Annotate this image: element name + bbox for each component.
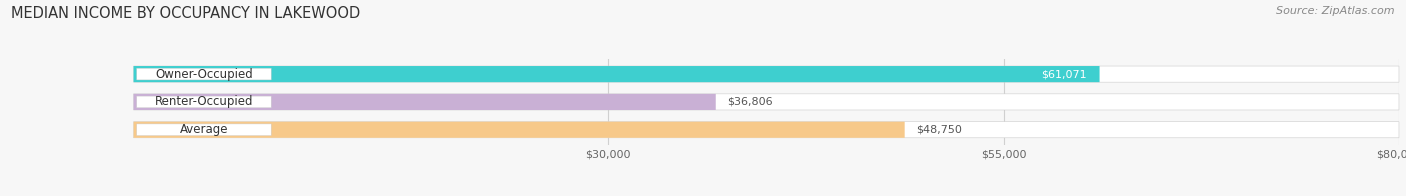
FancyBboxPatch shape bbox=[134, 122, 1399, 138]
Text: $36,806: $36,806 bbox=[727, 97, 772, 107]
FancyBboxPatch shape bbox=[136, 68, 271, 80]
FancyBboxPatch shape bbox=[134, 122, 904, 138]
Text: MEDIAN INCOME BY OCCUPANCY IN LAKEWOOD: MEDIAN INCOME BY OCCUPANCY IN LAKEWOOD bbox=[11, 6, 360, 21]
FancyBboxPatch shape bbox=[134, 66, 1399, 82]
FancyBboxPatch shape bbox=[136, 124, 271, 136]
Text: Owner-Occupied: Owner-Occupied bbox=[155, 68, 253, 81]
FancyBboxPatch shape bbox=[134, 66, 1099, 82]
FancyBboxPatch shape bbox=[134, 94, 716, 110]
Text: Renter-Occupied: Renter-Occupied bbox=[155, 95, 253, 108]
Text: $48,750: $48,750 bbox=[915, 125, 962, 135]
Text: Average: Average bbox=[180, 123, 228, 136]
Text: Source: ZipAtlas.com: Source: ZipAtlas.com bbox=[1277, 6, 1395, 16]
Text: $61,071: $61,071 bbox=[1042, 69, 1087, 79]
FancyBboxPatch shape bbox=[136, 96, 271, 108]
FancyBboxPatch shape bbox=[134, 94, 1399, 110]
